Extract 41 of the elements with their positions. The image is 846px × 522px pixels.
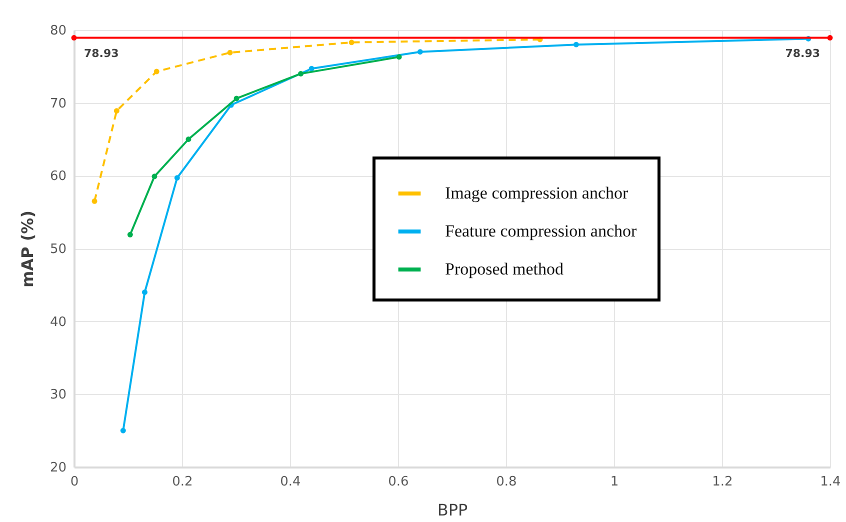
- point: [227, 50, 233, 56]
- point: [573, 42, 579, 48]
- x-tick-label: 0.6: [388, 474, 409, 490]
- data-label: 78.93: [84, 46, 119, 60]
- data-label: 78.93: [785, 46, 820, 60]
- point: [92, 198, 98, 204]
- y-tick-label: 60: [50, 169, 66, 184]
- point: [308, 66, 314, 72]
- point: [417, 49, 423, 55]
- x-tick-label: 0.4: [280, 474, 301, 490]
- x-tick-label: 1.4: [820, 474, 841, 490]
- point: [127, 232, 133, 238]
- x-tick-label: 0.2: [172, 474, 193, 490]
- x-axis-title: BPP: [437, 500, 468, 520]
- point: [114, 108, 120, 114]
- legend-label: Image compression anchor: [445, 184, 628, 202]
- point: [174, 175, 180, 181]
- x-tick-label: 0: [70, 474, 79, 490]
- y-axis-title: mAP (%): [18, 210, 37, 288]
- point: [396, 54, 402, 60]
- point: [120, 428, 126, 434]
- y-tick-label: 40: [50, 314, 66, 330]
- y-tick-label: 20: [50, 460, 66, 476]
- point: [186, 136, 192, 142]
- x-tick-label: 0.8: [496, 474, 517, 490]
- point: [71, 35, 77, 41]
- x-tick-label: 1.2: [712, 474, 733, 490]
- y-tick-label: 50: [50, 242, 66, 257]
- x-tick-label: 1: [610, 474, 619, 490]
- y-tick-label: 70: [50, 96, 66, 112]
- point: [827, 35, 833, 41]
- point: [154, 68, 160, 74]
- legend-label: Proposed method: [445, 260, 564, 278]
- point: [348, 40, 354, 46]
- point: [152, 174, 158, 180]
- point: [234, 96, 240, 102]
- y-tick-label: 80: [50, 24, 66, 38]
- y-tick-label: 30: [50, 388, 66, 403]
- point: [298, 70, 304, 76]
- point: [142, 289, 148, 295]
- legend-label: Feature compression anchor: [445, 222, 637, 240]
